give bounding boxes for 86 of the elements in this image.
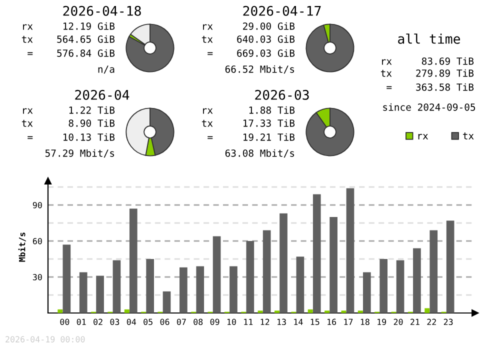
text: = 19.21 TiB [208, 133, 295, 141]
text: tx 564.65 GiB [22, 35, 115, 43]
bar [79, 272, 88, 313]
bar [246, 241, 254, 313]
text: rx 83.69 TiB [382, 57, 474, 65]
text: since 2024-09-05 [383, 103, 476, 111]
x-tick-label: 20 [394, 318, 403, 326]
text: = 669.03 GiB [208, 49, 295, 57]
y-axis-title: Mbit/s [18, 232, 26, 262]
x-tick-label: 23 [444, 318, 453, 326]
text: n/a [98, 66, 114, 74]
y-tick-label: 60 [32, 238, 42, 244]
x-tick-label: 19 [378, 318, 386, 326]
bar [296, 256, 304, 313]
bar [212, 236, 221, 313]
donut-slice [306, 24, 354, 72]
x-tick-label: 18 [360, 318, 370, 326]
text: = 10.13 TiB [28, 133, 115, 141]
text: = 576.84 GiB [28, 49, 115, 57]
donut-slice [126, 24, 174, 72]
chart-title: 2026-04-18 [63, 6, 141, 16]
bar [62, 244, 71, 313]
x-tick-label: 11 [244, 318, 253, 325]
bar [430, 230, 438, 313]
bar [162, 291, 171, 313]
x-tick-label: 07 [176, 318, 186, 326]
y-tick-label: 90 [32, 202, 42, 208]
y-tick-label: 30 [32, 274, 42, 280]
text: tx 17.33 TiB [202, 119, 295, 127]
x-tick-label: 09 [210, 318, 220, 326]
text: 66.52 Mbit/s [225, 65, 294, 74]
donut-slice [306, 108, 354, 156]
bar [196, 266, 204, 313]
bar [446, 220, 454, 313]
text: tx 279.89 TiB [380, 69, 474, 77]
bar [396, 260, 404, 313]
legend-label: rx [418, 134, 428, 140]
bar [262, 230, 271, 313]
x-tick-label: 06 [160, 318, 170, 326]
chart-title: 2026-04-17 [243, 6, 321, 16]
legend-label: tx [463, 132, 474, 140]
text: tx 640.03 GiB [202, 35, 295, 43]
x-tick-label: 08 [194, 318, 203, 326]
bar [96, 276, 104, 313]
text: rx 1.88 TiB [203, 106, 295, 114]
x-tick-label: 03 [110, 318, 120, 326]
bar [424, 308, 430, 313]
text: 63.08 Mbit/s [225, 149, 294, 158]
text: = 363.58 TiB [386, 83, 474, 91]
bar [112, 260, 121, 313]
bar [362, 272, 371, 313]
x-tick-label: 21 [410, 318, 420, 325]
x-tick-label: 10 [227, 318, 236, 326]
bar [129, 208, 138, 313]
bar [180, 267, 188, 313]
bar [124, 309, 130, 313]
text: tx 8.90 TiB [22, 119, 115, 127]
bar [146, 259, 154, 313]
bar [58, 309, 63, 313]
x-tick-label: 12 [260, 318, 270, 325]
x-tick-label: 01 [76, 318, 86, 326]
text: rx 12.19 GiB [23, 22, 115, 30]
text: rx 29.00 GiB [203, 22, 295, 30]
chart-title: 2026-04 [75, 90, 130, 100]
chart-title: 2026-03 [255, 90, 309, 100]
x-tick-label: 22 [427, 318, 436, 325]
x-tick-label: 17 [344, 318, 353, 325]
x-tick-label: 13 [278, 318, 286, 326]
bar [346, 188, 354, 313]
text: 57.29 Mbit/s [45, 149, 114, 158]
bar [308, 309, 313, 313]
x-tick-label: 14 [294, 318, 303, 325]
bar [280, 213, 288, 313]
x-tick-label: 02 [94, 318, 102, 326]
bar [413, 248, 421, 313]
bar [330, 217, 338, 313]
text: all time [398, 34, 460, 44]
x-tick-label: 04 [126, 318, 136, 326]
bar [230, 266, 238, 313]
x-tick-label: 05 [144, 318, 152, 326]
bar [380, 259, 388, 313]
x-tick-label: 16 [328, 318, 336, 326]
x-tick-label: 15 [310, 318, 320, 326]
x-tick-label: 00 [60, 318, 70, 326]
text: rx 1.22 TiB [23, 106, 115, 114]
bar [312, 194, 321, 313]
